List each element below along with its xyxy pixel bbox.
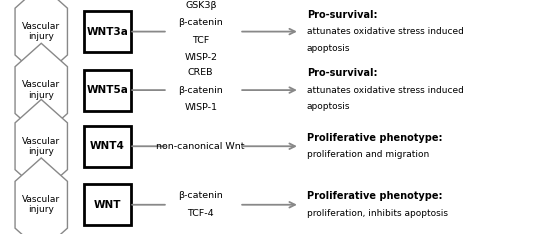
Text: WNT: WNT — [94, 200, 121, 210]
Polygon shape — [15, 0, 68, 78]
Text: Vascular
injury: Vascular injury — [22, 22, 61, 41]
Text: Vascular
injury: Vascular injury — [22, 137, 61, 156]
Text: TCF: TCF — [192, 36, 210, 45]
Text: WISP-1: WISP-1 — [184, 103, 217, 112]
Text: Vascular
injury: Vascular injury — [22, 80, 61, 100]
Text: attunates oxidative stress induced: attunates oxidative stress induced — [307, 27, 464, 36]
FancyBboxPatch shape — [84, 11, 131, 52]
Text: Pro-survival:: Pro-survival: — [307, 10, 377, 20]
Text: WNT4: WNT4 — [90, 141, 125, 151]
FancyBboxPatch shape — [84, 184, 131, 225]
FancyBboxPatch shape — [84, 126, 131, 167]
Text: apoptosis: apoptosis — [307, 102, 350, 111]
Polygon shape — [15, 43, 68, 137]
Text: proliferation, inhibits apoptosis: proliferation, inhibits apoptosis — [307, 209, 448, 218]
Text: WISP-2: WISP-2 — [184, 53, 217, 62]
Polygon shape — [15, 158, 68, 234]
Text: CREB: CREB — [188, 68, 213, 77]
Text: Vascular
injury: Vascular injury — [22, 195, 61, 214]
Text: β-catenin: β-catenin — [178, 18, 223, 27]
Text: WNT3a: WNT3a — [86, 27, 128, 37]
Text: Pro-survival:: Pro-survival: — [307, 68, 377, 78]
Text: GSK3β: GSK3β — [185, 1, 217, 10]
Text: β-catenin: β-catenin — [178, 86, 223, 95]
FancyBboxPatch shape — [84, 70, 131, 111]
Text: TCF-4: TCF-4 — [188, 209, 214, 218]
Text: Proliferative phenotype:: Proliferative phenotype: — [307, 191, 442, 201]
Text: apoptosis: apoptosis — [307, 44, 350, 53]
Text: Proliferative phenotype:: Proliferative phenotype: — [307, 133, 442, 143]
Text: attunates oxidative stress induced: attunates oxidative stress induced — [307, 86, 464, 95]
Text: β-catenin: β-catenin — [178, 191, 223, 201]
Text: non-canonical Wnt: non-canonical Wnt — [157, 142, 245, 151]
Text: WNT5a: WNT5a — [86, 85, 128, 95]
Text: proliferation and migration: proliferation and migration — [307, 150, 429, 159]
Polygon shape — [15, 99, 68, 193]
